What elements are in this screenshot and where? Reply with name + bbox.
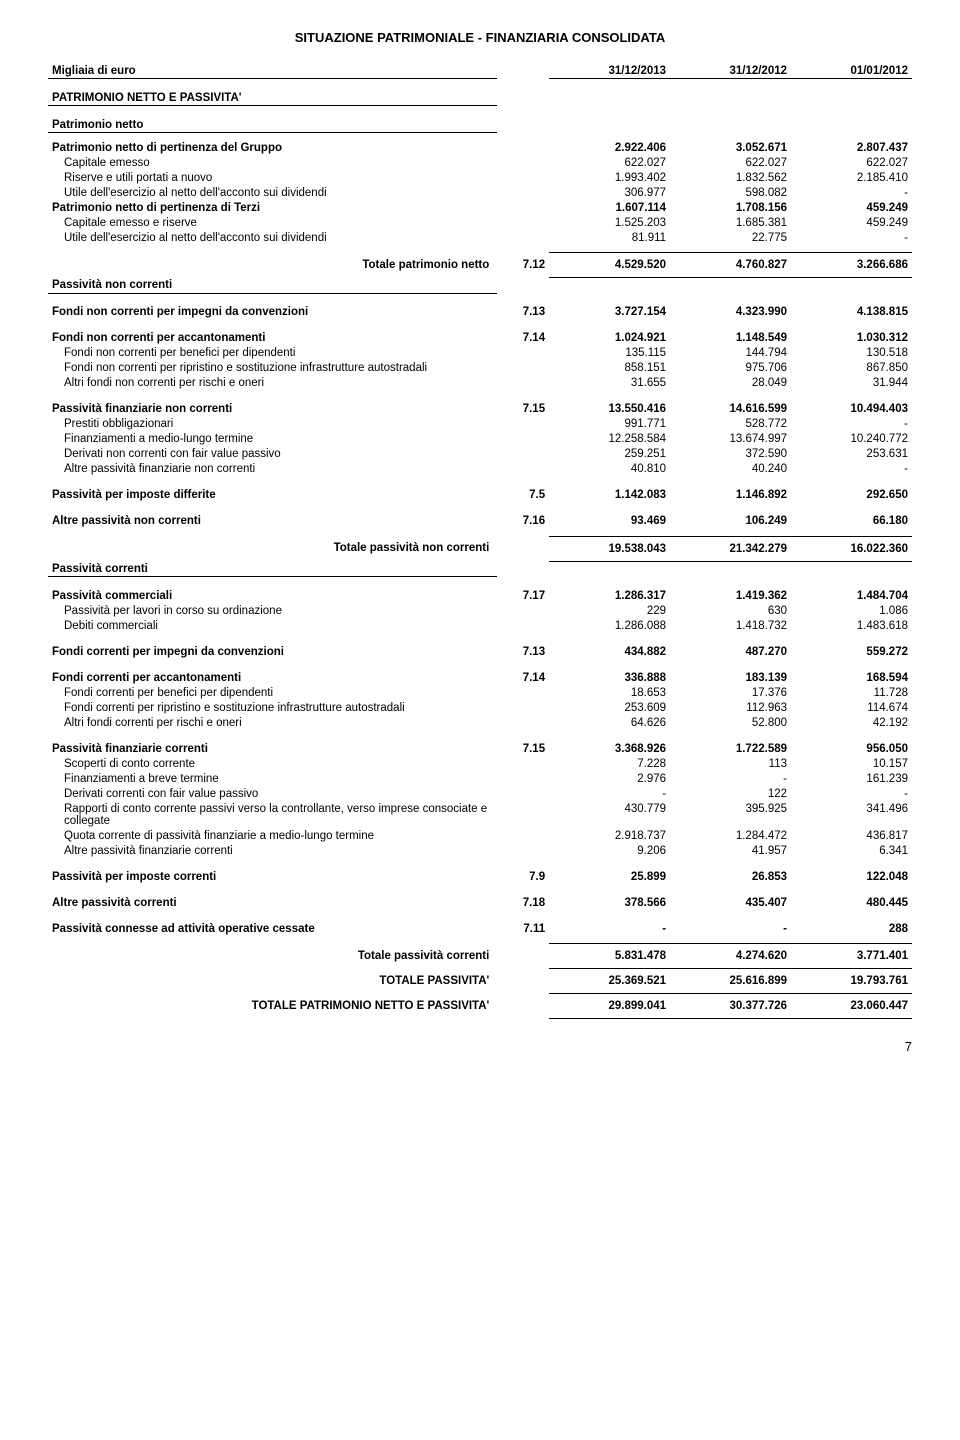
table-row: Altre passività finanziarie non correnti… (48, 462, 912, 477)
balance-sheet-table: Migliaia di euro 31/12/2013 31/12/2012 0… (48, 63, 912, 1019)
table-row: Fondi non correnti per benefici per dipe… (48, 346, 912, 361)
table-row: Utile dell'esercizio al netto dell'accon… (48, 185, 912, 200)
table-row: Utile dell'esercizio al netto dell'accon… (48, 230, 912, 245)
table-row: Scoperti di conto corrente7.22811310.157 (48, 756, 912, 771)
table-row: Riserve e utili portati a nuovo1.993.402… (48, 170, 912, 185)
table-row: Passività per imposte correnti7.925.8992… (48, 869, 912, 884)
col-date-3: 01/01/2012 (791, 63, 912, 79)
row-equity-group: Patrimonio netto di pertinenza del Grupp… (48, 140, 912, 155)
section-main: PATRIMONIO NETTO E PASSIVITA' (48, 90, 497, 106)
table-row: Quota corrente di passività finanziarie … (48, 828, 912, 843)
row-total-noncurrent-liab: Totale passività non correnti19.538.0432… (48, 536, 912, 561)
unit-label: Migliaia di euro (48, 63, 497, 79)
table-row: Fondi non correnti per impegni da conven… (48, 305, 912, 320)
table-row: Fondi correnti per benefici per dipenden… (48, 685, 912, 700)
table-row: Fondi non correnti per ripristino e sost… (48, 361, 912, 376)
table-row: Altri fondi non correnti per rischi e on… (48, 376, 912, 391)
table-row: Passività commerciali7.171.286.3171.419.… (48, 588, 912, 603)
table-row: Fondi non correnti per accantonamenti7.1… (48, 331, 912, 346)
section-current-liab: Passività correnti (48, 561, 497, 577)
table-row: Derivati correnti con fair value passivo… (48, 786, 912, 801)
table-row: Prestiti obbligazionari991.771528.772- (48, 417, 912, 432)
table-row: Passività finanziarie non correnti7.1513… (48, 402, 912, 417)
row-total-liabilities: TOTALE PASSIVITA'25.369.52125.616.89919.… (48, 969, 912, 994)
table-row: Fondi correnti per ripristino e sostituz… (48, 700, 912, 715)
table-row: Passività per imposte differite7.51.142.… (48, 488, 912, 503)
table-row: Capitale emesso e riserve1.525.2031.685.… (48, 215, 912, 230)
table-row: Altre passività finanziarie correnti9.20… (48, 843, 912, 858)
row-total-equity: Totale patrimonio netto7.124.529.5204.76… (48, 253, 912, 278)
row-total-current-liab: Totale passività correnti5.831.4784.274.… (48, 944, 912, 969)
table-row: Fondi correnti per impegni da convenzion… (48, 644, 912, 659)
table-row: Altri fondi correnti per rischi e oneri6… (48, 715, 912, 730)
row-equity-minorities: Patrimonio netto di pertinenza di Terzi1… (48, 200, 912, 215)
row-total-equity-liab: TOTALE PATRIMONIO NETTO E PASSIVITA'29.8… (48, 994, 912, 1019)
doc-title: SITUAZIONE PATRIMONIALE - FINANZIARIA CO… (48, 30, 912, 45)
table-row: Finanziamenti a breve termine2.976-161.2… (48, 771, 912, 786)
table-row: Finanziamenti a medio-lungo termine12.25… (48, 432, 912, 447)
table-row: Passività per lavori in corso su ordinaz… (48, 603, 912, 618)
table-row: Debiti commerciali1.286.0881.418.7321.48… (48, 618, 912, 633)
table-row: Passività connesse ad attività operative… (48, 921, 912, 936)
table-row: Fondi correnti per accantonamenti7.14336… (48, 670, 912, 685)
table-row: Altre passività non correnti7.1693.46910… (48, 514, 912, 529)
col-date-1: 31/12/2013 (549, 63, 670, 79)
table-header: Migliaia di euro 31/12/2013 31/12/2012 0… (48, 63, 912, 79)
table-row: Rapporti di conto corrente passivi verso… (48, 801, 912, 828)
table-row: Derivati non correnti con fair value pas… (48, 447, 912, 462)
table-row: Altre passività correnti7.18378.566435.4… (48, 895, 912, 910)
section-equity: Patrimonio netto (48, 117, 497, 133)
table-row: Passività finanziarie correnti7.153.368.… (48, 741, 912, 756)
table-row: Capitale emesso622.027622.027622.027 (48, 155, 912, 170)
col-date-2: 31/12/2012 (670, 63, 791, 79)
section-noncurrent-liab: Passività non correnti (48, 278, 497, 294)
page-number: 7 (48, 1039, 912, 1054)
